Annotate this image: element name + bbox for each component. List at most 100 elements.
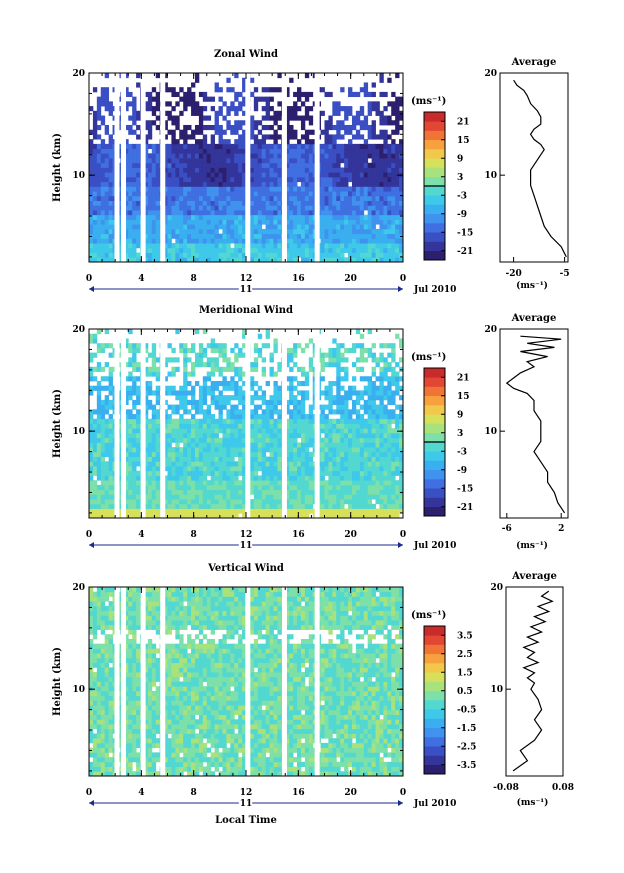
heatmap-cell — [261, 399, 267, 406]
heatmap-cell — [300, 437, 306, 443]
heatmap-cell — [104, 418, 110, 424]
heatmap-cell — [249, 385, 255, 391]
heatmap-cell — [297, 451, 302, 457]
heatmap-cell — [179, 176, 184, 183]
heatmap-cell — [147, 238, 153, 244]
heatmap-cell — [175, 390, 180, 396]
heatmap-cell — [351, 404, 357, 410]
heatmap-cell — [191, 466, 196, 472]
heatmap-cell — [238, 148, 243, 154]
heatmap-cell — [191, 395, 196, 401]
heatmap-cell — [273, 224, 278, 230]
heatmap-cell — [293, 437, 298, 443]
heatmap-cell — [277, 423, 282, 429]
heatmap-cell — [179, 395, 184, 401]
heatmap-cell — [191, 404, 196, 410]
heatmap-cell — [167, 167, 172, 173]
heatmap-cell — [363, 376, 369, 382]
heatmap-cell — [336, 428, 341, 434]
heatmap-cell — [363, 461, 369, 467]
heatmap-cell — [328, 503, 333, 509]
heatmap-cell — [293, 442, 298, 448]
heatmap-cell — [198, 404, 204, 410]
heatmap-cell — [289, 432, 294, 439]
heatmap-cell — [194, 186, 200, 192]
heatmap-cell — [320, 243, 325, 249]
heatmap-cell — [265, 110, 270, 116]
heatmap-cell — [336, 404, 341, 410]
heatmap-cell — [265, 252, 270, 258]
heatmap-cell — [242, 503, 247, 509]
heatmap-cell — [210, 385, 216, 391]
heatmap-cell — [108, 470, 113, 476]
heatmap-cell — [89, 390, 94, 396]
heatmap-cell — [351, 466, 357, 472]
heatmap-cell — [230, 461, 235, 467]
heatmap-cell — [179, 451, 184, 457]
heatmap-cell — [143, 437, 149, 443]
heatmap-cell — [359, 228, 365, 235]
heatmap-cell — [206, 447, 212, 453]
heatmap-cell — [147, 191, 153, 197]
heatmap-cell — [108, 428, 113, 434]
heatmap-cell — [136, 494, 141, 500]
heatmap-cell — [171, 503, 176, 509]
heatmap-cell — [202, 91, 208, 98]
heatmap-cell — [132, 347, 137, 354]
heatmap-cell — [257, 404, 263, 410]
heatmap-cell — [167, 219, 172, 225]
heatmap-cell — [202, 451, 208, 457]
heatmap-cell — [206, 238, 212, 244]
heatmap-cell — [179, 513, 184, 519]
heatmap-cell — [297, 423, 302, 429]
heatmap-cell — [273, 451, 278, 457]
heatmap-cell — [277, 73, 282, 79]
heatmap-cell — [124, 503, 129, 509]
heatmap-cell — [128, 371, 133, 377]
heatmap-cell — [136, 442, 141, 448]
heatmap-cell — [367, 461, 373, 467]
heatmap-cell — [238, 257, 243, 263]
heatmap-cell — [300, 390, 306, 396]
heatmap-cell — [289, 484, 294, 491]
heatmap-cell — [304, 129, 310, 135]
heatmap-cell — [293, 101, 298, 107]
heatmap-cell — [285, 347, 290, 354]
heatmap-cell — [222, 228, 227, 235]
heatmap-cell — [328, 489, 333, 495]
heatmap-cell — [108, 219, 113, 225]
heatmap-cell — [143, 466, 149, 472]
heatmap-cell — [194, 158, 200, 164]
heatmap-cell — [128, 115, 133, 121]
heatmap-cell — [218, 508, 223, 514]
heatmap-cell — [238, 205, 243, 211]
heatmap-cell — [108, 414, 113, 420]
heatmap-cell — [155, 437, 161, 443]
heatmap-cell — [230, 437, 235, 443]
heatmap-cell — [96, 399, 102, 406]
heatmap-cell — [175, 224, 180, 230]
heatmap-cell — [359, 461, 365, 467]
heatmap-cell — [383, 503, 388, 509]
heatmap-cell — [175, 115, 180, 121]
heatmap-cell — [104, 186, 110, 192]
heatmap-cell — [304, 115, 310, 121]
heatmap-cell — [249, 442, 255, 448]
heatmap-cell — [332, 451, 337, 457]
heatmap-cell — [151, 247, 157, 253]
heatmap-cell — [171, 214, 176, 220]
heatmap-cell — [206, 390, 212, 396]
heatmap-cell — [230, 124, 235, 131]
heatmap-cell — [230, 195, 235, 201]
heatmap-cell — [171, 195, 176, 201]
heatmap-cell — [136, 172, 141, 178]
heatmap-cell — [304, 480, 310, 486]
heatmap-cell — [175, 228, 180, 235]
heatmap-cell — [171, 508, 176, 514]
heatmap-cell — [265, 158, 270, 164]
heatmap-cell — [320, 366, 325, 372]
heatmap-cell — [320, 503, 325, 509]
heatmap-cell — [163, 257, 168, 263]
heatmap-cell — [348, 508, 353, 514]
heatmap-cell — [124, 148, 129, 154]
